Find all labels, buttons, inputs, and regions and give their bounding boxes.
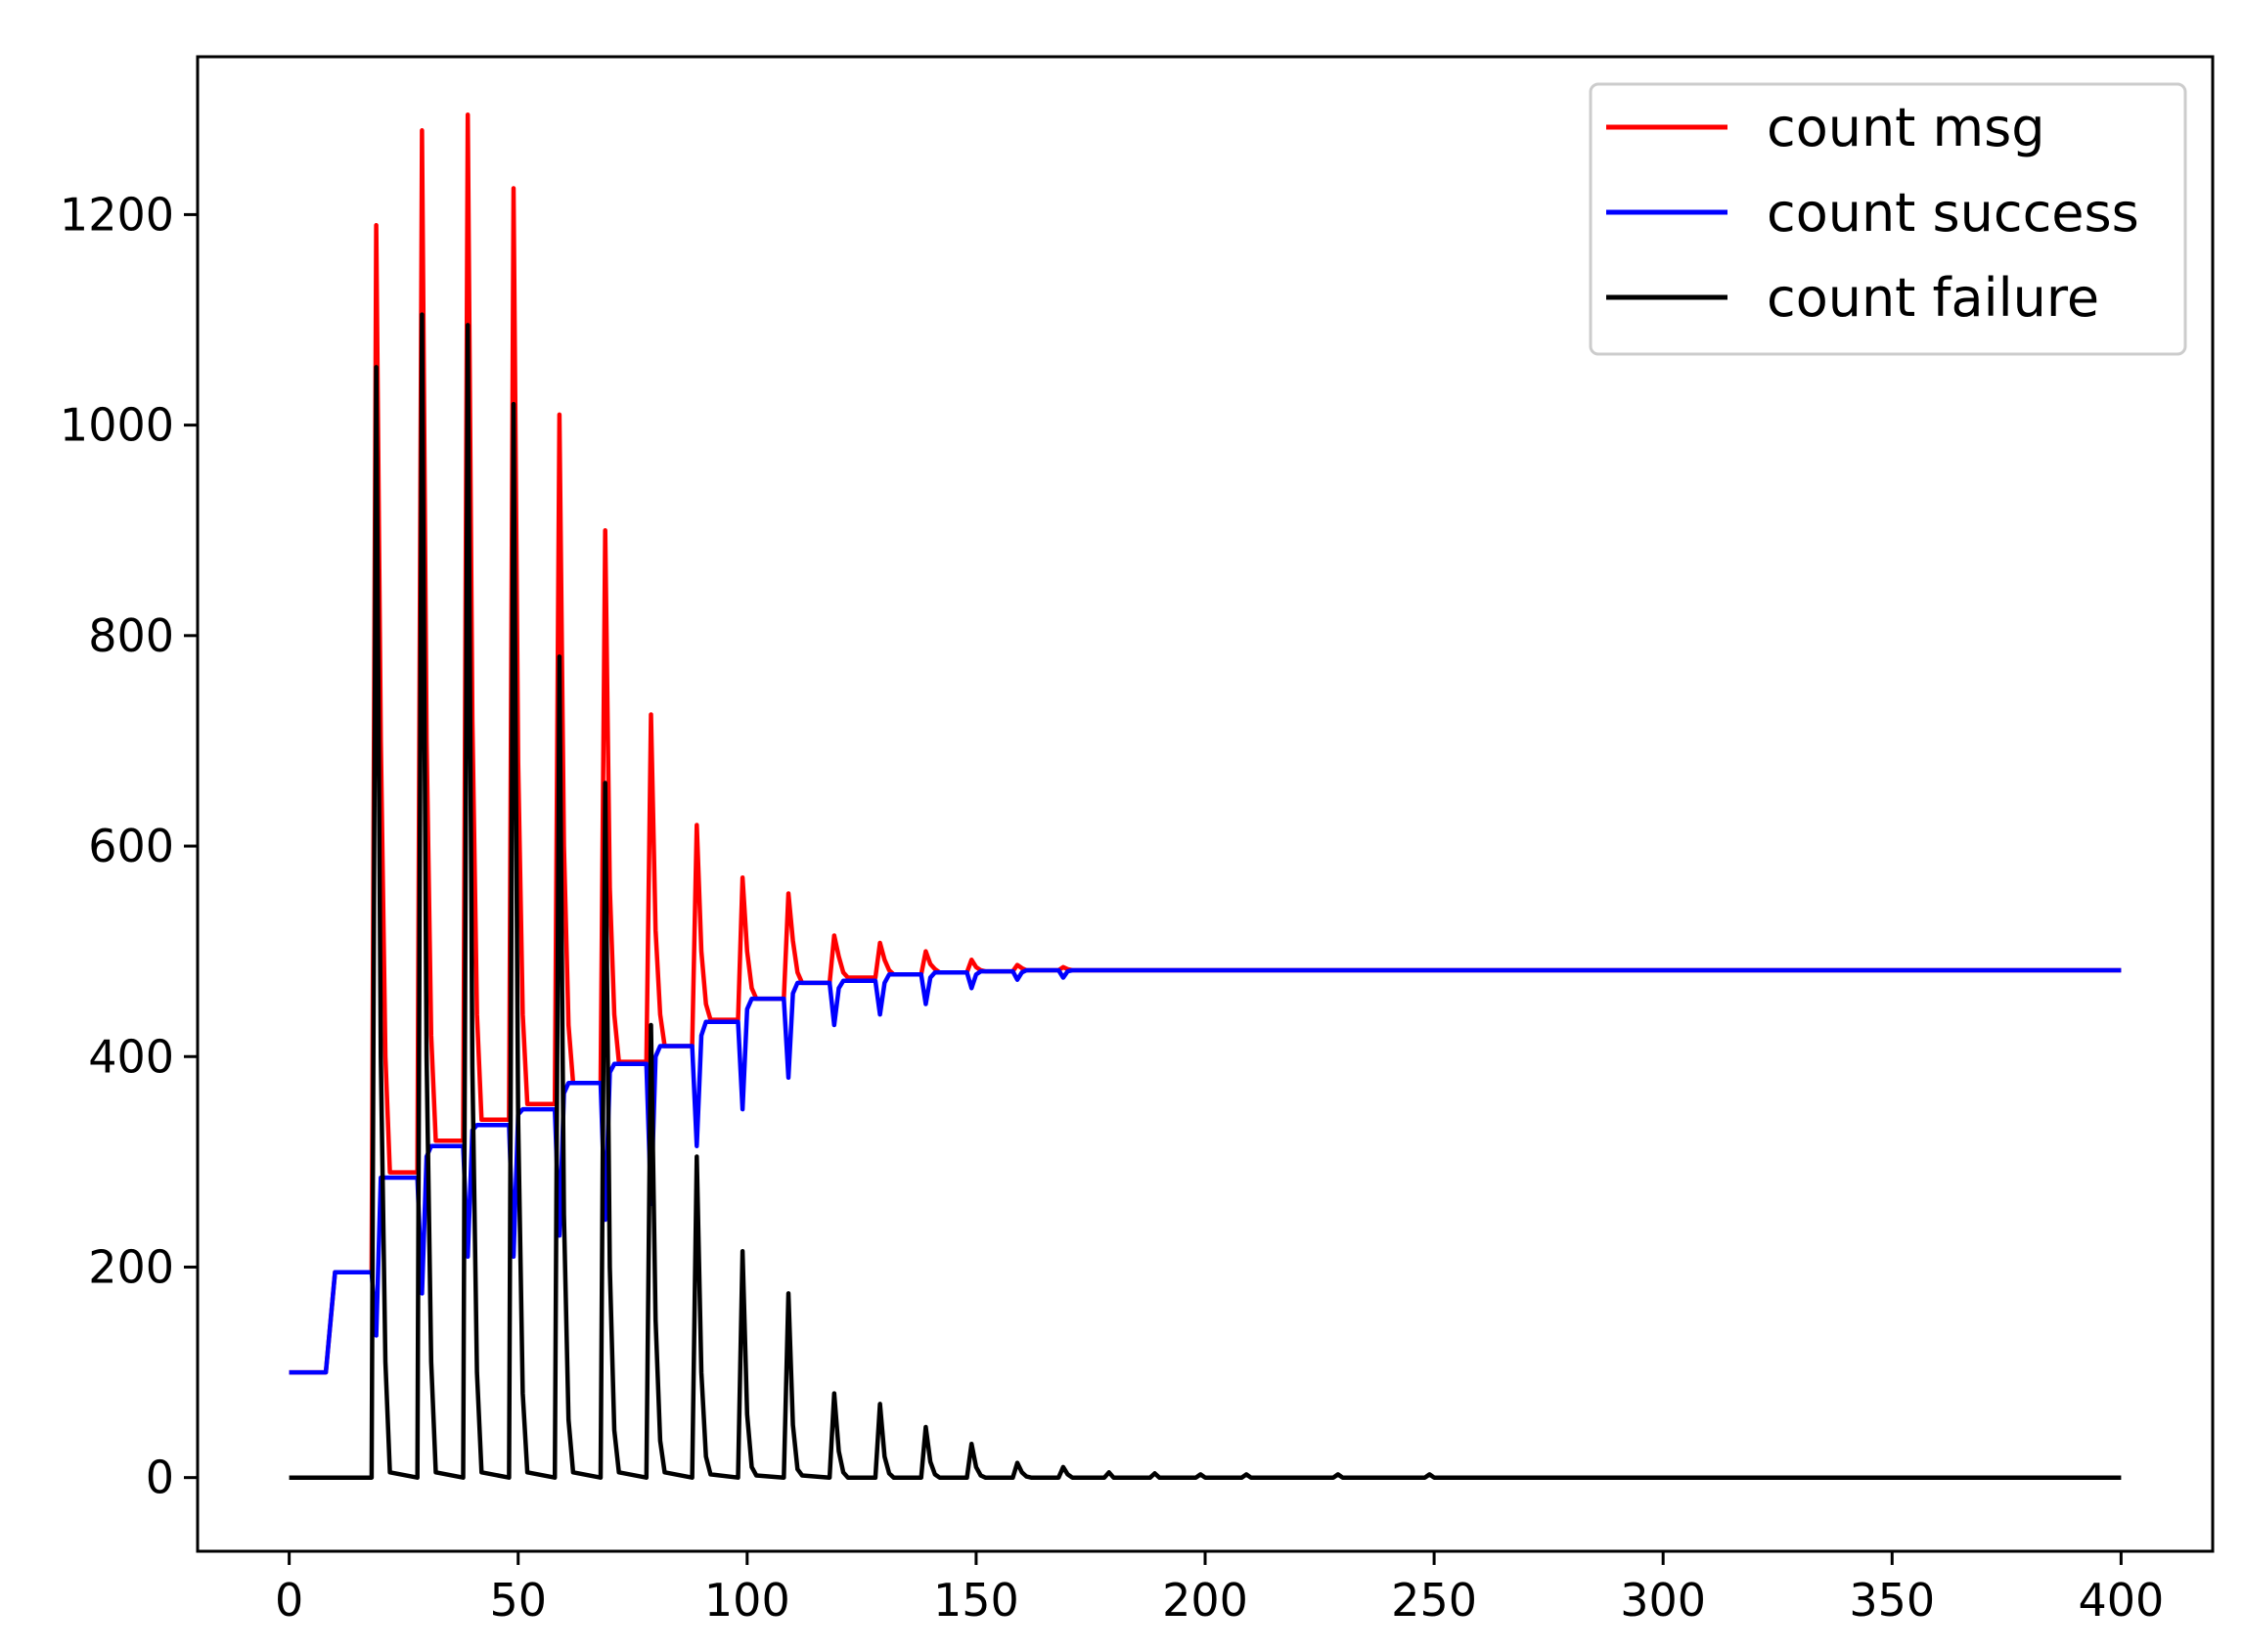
series-line-2 (289, 312, 2122, 1480)
x-tick-label: 300 (1620, 1574, 1706, 1627)
x-tick-label: 400 (2078, 1574, 2164, 1627)
x-tick-label: 200 (1162, 1574, 1248, 1627)
y-tick-label: 1200 (60, 188, 174, 241)
y-tick-label: 1000 (60, 399, 174, 452)
y-tick-label: 800 (88, 609, 174, 662)
legend-label-1: count success (1767, 182, 2139, 244)
y-tick-label: 0 (146, 1451, 174, 1504)
x-tick-label: 100 (704, 1574, 790, 1627)
x-tick-label: 350 (1849, 1574, 1935, 1627)
series-line-1 (289, 967, 2122, 1375)
series-layer (289, 112, 2122, 1480)
x-tick-label: 150 (933, 1574, 1019, 1627)
x-axis: 0 50 100 150 200 250 300 350 400 (275, 1551, 2164, 1627)
x-tick-label: 50 (489, 1574, 547, 1627)
y-tick-label: 600 (88, 820, 174, 872)
series-line-0 (289, 112, 2122, 1375)
legend-box (1589, 82, 2187, 356)
legend-label-0: count msg (1767, 97, 2045, 158)
legend: count msg count success count failure (1589, 82, 2187, 356)
legend-label-2: count failure (1767, 267, 2099, 329)
y-axis: 0 200 400 600 800 1000 1200 (60, 188, 198, 1504)
y-tick-label: 400 (88, 1030, 174, 1083)
x-tick-label: 250 (1391, 1574, 1477, 1627)
y-tick-label: 200 (88, 1240, 174, 1293)
x-tick-label: 0 (275, 1574, 303, 1627)
